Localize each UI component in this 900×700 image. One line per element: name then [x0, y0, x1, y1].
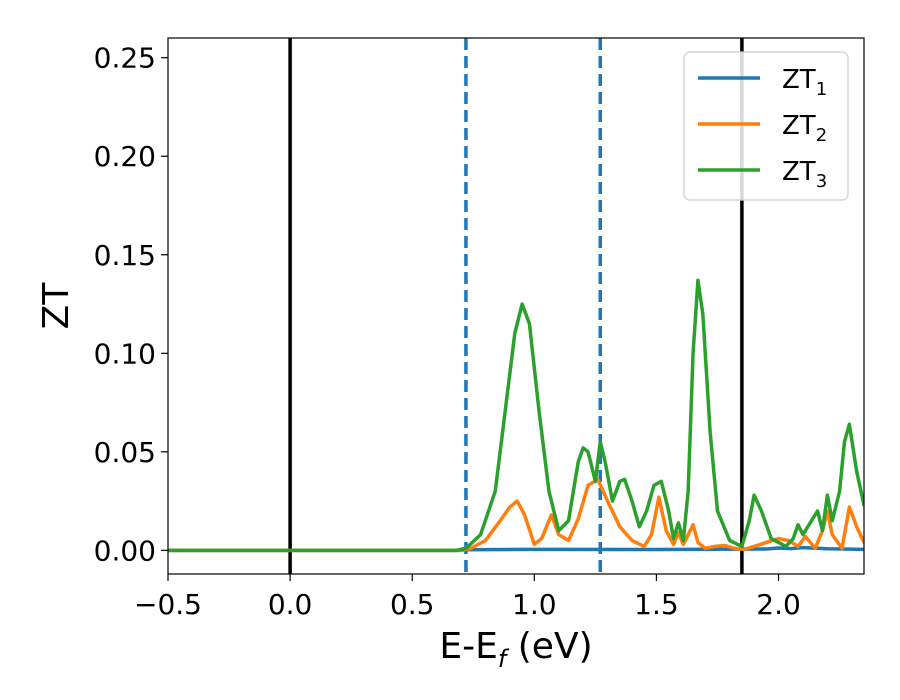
series-line-zt3: [168, 278, 864, 553]
x-axis-label-unit: (eV): [506, 626, 592, 667]
x-tick-label: 1.0: [512, 588, 557, 621]
legend-box: [683, 51, 849, 201]
legend-label-zt1: ZT1: [782, 65, 827, 100]
y-axis: 0.00 0.05 0.10 0.15 0.20 0.25: [94, 42, 168, 567]
series-lines: [168, 278, 864, 553]
plot-frame: [167, 37, 865, 575]
series-line-zt2: [168, 477, 864, 553]
x-tick-label: 0.0: [268, 588, 313, 621]
legend-label-zt2: ZT2: [782, 111, 827, 146]
x-tick-label: 1.5: [634, 588, 679, 621]
y-tick-label: 0.00: [94, 534, 156, 567]
x-axis-label: E-Ef (eV): [439, 626, 592, 673]
x-tick-label: −0.5: [134, 588, 202, 621]
y-tick-label: 0.15: [94, 239, 156, 272]
vertical-reference-lines: [288, 38, 744, 574]
y-tick-label: 0.10: [94, 337, 156, 370]
legend: ZT1 ZT2 ZT3: [683, 51, 849, 201]
y-tick-label: 0.20: [94, 140, 156, 173]
x-axis: −0.5 0.0 0.5 1.0 1.5 2.0: [134, 574, 801, 621]
x-tick-label: 0.5: [390, 588, 435, 621]
x-axis-label-main: E-E: [439, 626, 497, 667]
legend-label-zt3: ZT3: [782, 157, 827, 192]
x-tick-label: 2.0: [756, 588, 801, 621]
y-axis-label: ZT: [36, 282, 77, 330]
y-tick-label: 0.25: [94, 42, 156, 75]
y-tick-label: 0.05: [94, 436, 156, 469]
